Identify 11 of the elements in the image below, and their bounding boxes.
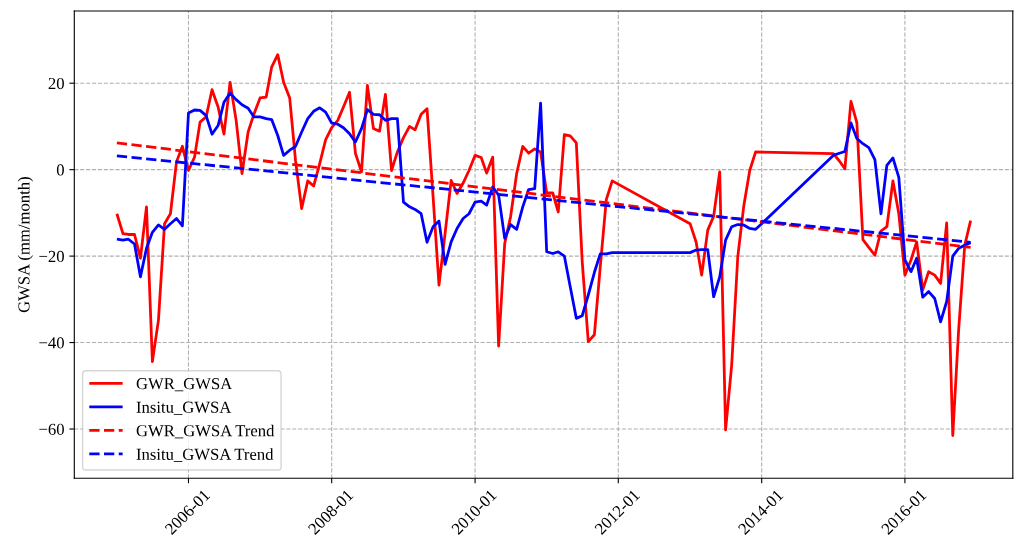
legend-label: Insitu_GWSA Trend [136, 448, 274, 462]
legend-label: GWR_GWSA [136, 378, 233, 392]
legend-label: GWR_GWSA Trend [136, 424, 275, 439]
y-tick-label: −20 [39, 250, 64, 263]
y-tick-label: 20 [48, 77, 64, 90]
y-tick-label: 0 [56, 164, 64, 176]
legend-label: Insitu_GWSA [136, 401, 232, 415]
y-tick-label: −40 [39, 337, 64, 349]
line-series [115, 53, 973, 437]
y-tick-label: −60 [39, 423, 64, 435]
y-axis-title: GWSA (mm/month) [17, 177, 33, 313]
